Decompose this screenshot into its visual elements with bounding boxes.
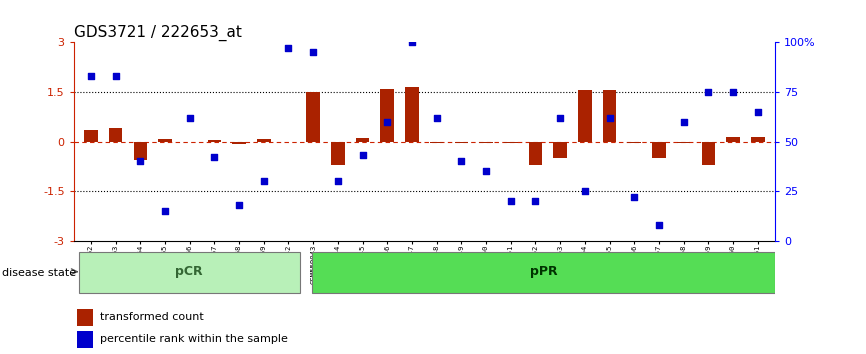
Bar (331, 142, 345, 165)
Point (430, 115, 443, 121)
Bar (504, 142, 518, 143)
Bar (84, 130, 98, 142)
Point (84, 73, 98, 79)
Bar (356, 138, 370, 142)
Bar (603, 90, 617, 142)
Point (356, 153, 370, 158)
Point (479, 169, 493, 174)
Text: pCR: pCR (175, 265, 203, 278)
Bar (79, 252, 300, 293)
Bar (677, 142, 690, 143)
Point (528, 198, 542, 204)
Point (405, 40, 419, 45)
Point (133, 159, 147, 164)
Text: pPR: pPR (530, 265, 558, 278)
Point (158, 208, 172, 214)
Bar (109, 129, 122, 142)
Point (281, 46, 295, 51)
Bar (77, 331, 93, 348)
Point (701, 89, 715, 95)
Bar (77, 309, 93, 326)
Point (208, 155, 222, 160)
Bar (380, 89, 394, 142)
Point (652, 222, 666, 228)
Point (232, 202, 246, 208)
Point (257, 178, 271, 184)
Bar (208, 140, 221, 142)
Text: disease state: disease state (2, 268, 76, 278)
Point (553, 115, 567, 121)
Point (578, 188, 591, 194)
Bar (727, 137, 740, 142)
Point (504, 198, 518, 204)
Bar (553, 142, 567, 158)
Bar (628, 142, 641, 143)
Bar (578, 90, 591, 142)
Bar (307, 92, 320, 142)
Bar (529, 142, 542, 165)
Bar (133, 142, 147, 160)
Text: transformed count: transformed count (100, 312, 204, 322)
Point (751, 109, 765, 115)
Bar (652, 142, 666, 158)
Point (108, 73, 122, 79)
Bar (257, 139, 270, 142)
Bar (751, 137, 765, 142)
Point (183, 115, 197, 121)
Bar (232, 142, 246, 144)
Point (307, 50, 320, 55)
Point (676, 119, 690, 125)
Bar (405, 87, 419, 142)
Bar (158, 139, 171, 142)
Point (455, 159, 469, 164)
Point (627, 194, 641, 200)
Bar (430, 142, 443, 143)
Point (380, 119, 394, 125)
Bar (701, 142, 715, 165)
Bar (455, 142, 469, 143)
Point (727, 89, 740, 95)
Point (603, 115, 617, 121)
Text: GDS3721 / 222653_at: GDS3721 / 222653_at (74, 25, 242, 41)
Point (331, 178, 345, 184)
Text: percentile rank within the sample: percentile rank within the sample (100, 334, 288, 344)
Bar (479, 142, 493, 143)
Bar (312, 252, 775, 293)
